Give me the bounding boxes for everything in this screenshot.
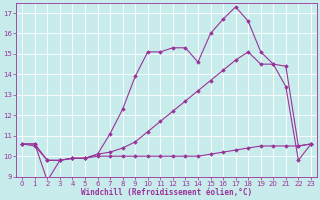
X-axis label: Windchill (Refroidissement éolien,°C): Windchill (Refroidissement éolien,°C) bbox=[81, 188, 252, 197]
